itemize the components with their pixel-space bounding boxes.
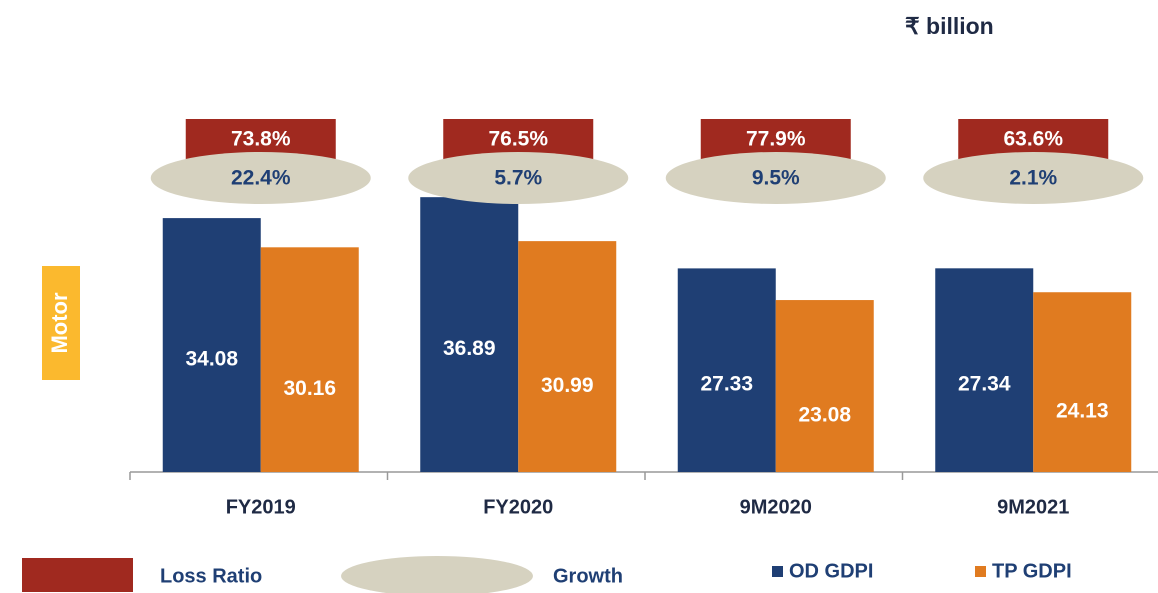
x-tick-label: FY2019 — [226, 496, 296, 518]
growth-ellipse — [665, 152, 886, 204]
legend-swatch — [22, 558, 133, 592]
growth-ellipse — [408, 152, 629, 204]
value-label: 27.33 — [700, 373, 753, 396]
loss-ratio-label: 73.8% — [231, 128, 291, 151]
bar — [775, 300, 874, 472]
value-label: 30.99 — [541, 374, 594, 397]
x-tick-label: 9M2020 — [740, 496, 812, 518]
legend-label: OD GDPI — [789, 560, 873, 582]
bar — [1033, 292, 1132, 472]
bar — [420, 197, 519, 472]
value-label: 30.16 — [283, 377, 336, 400]
value-label: 23.08 — [798, 404, 851, 427]
legend-label: Loss Ratio — [160, 565, 262, 587]
growth-label: 2.1% — [1009, 167, 1057, 190]
value-label: 27.34 — [958, 373, 1011, 396]
value-label: 24.13 — [1056, 400, 1109, 423]
loss-ratio-label: 77.9% — [746, 128, 806, 151]
bar — [677, 268, 776, 472]
loss-ratio-label: 76.5% — [488, 128, 548, 151]
side-label: Motor — [47, 292, 72, 354]
bar — [162, 218, 261, 472]
x-tick-label: FY2020 — [483, 496, 553, 518]
growth-label: 5.7% — [494, 167, 542, 190]
legend-swatch — [341, 556, 533, 593]
legend-label: TP GDPI — [992, 560, 1072, 582]
loss-ratio-label: 63.6% — [1003, 128, 1063, 151]
bar — [518, 241, 617, 472]
growth-ellipse — [150, 152, 371, 204]
side-label-box — [42, 266, 80, 380]
value-label: 36.89 — [443, 337, 496, 360]
bar — [935, 268, 1034, 472]
growth-ellipse — [923, 152, 1144, 204]
growth-label: 9.5% — [752, 167, 800, 190]
growth-label: 22.4% — [231, 167, 291, 190]
x-tick-label: 9M2021 — [997, 496, 1069, 518]
value-label: 34.08 — [185, 348, 238, 371]
bar — [260, 247, 359, 472]
unit-label: ₹ billion — [905, 13, 994, 39]
legend-swatch — [975, 566, 986, 577]
legend-label: Growth — [553, 565, 623, 587]
legend-swatch — [772, 566, 783, 577]
